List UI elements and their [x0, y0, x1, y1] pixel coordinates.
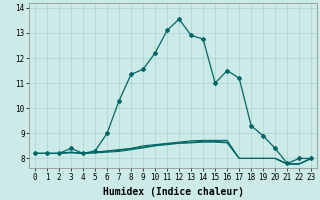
X-axis label: Humidex (Indice chaleur): Humidex (Indice chaleur) — [103, 187, 244, 197]
